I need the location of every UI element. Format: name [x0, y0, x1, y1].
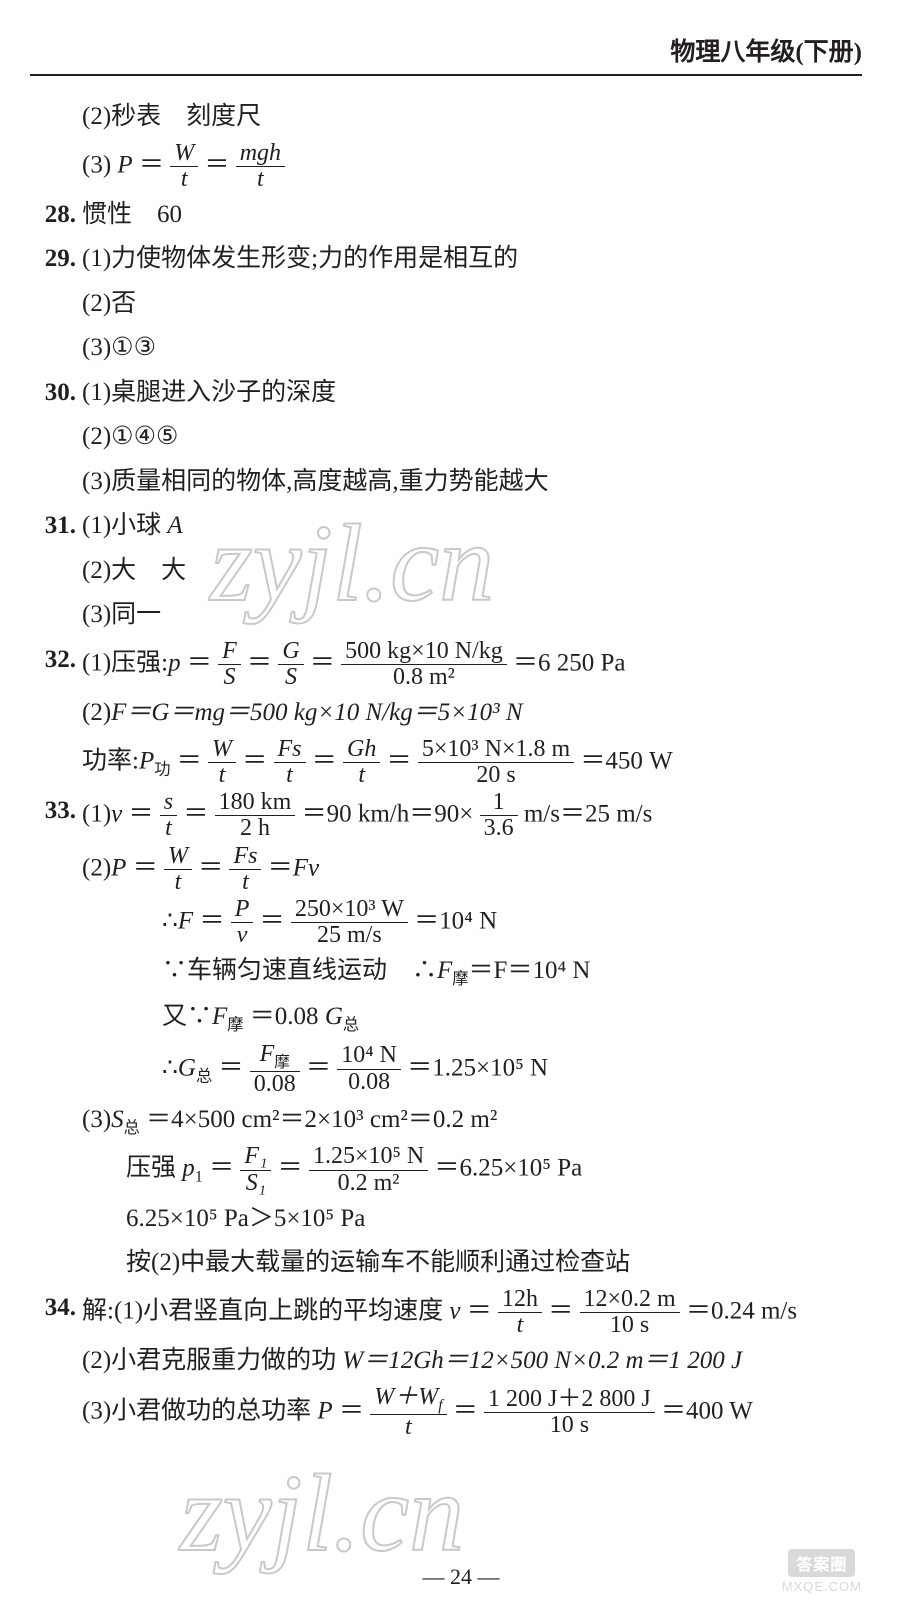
q29: 29. (1)力使物体发生形变;力的作用是相互的 (2)否 (3)①③ [30, 238, 862, 372]
header-rule [30, 74, 862, 76]
q33-l5: 又∵F摩 ＝0.08 G总 [82, 996, 862, 1040]
q33-l6: ∴G总 ＝ F摩0.08 ＝ 10⁴ N0.08 ＝1.25×10⁵ N [82, 1042, 862, 1097]
q32-l3: 功率:P功 ＝ Wt ＝ Fst ＝ Ght ＝ 5×10³ N×1.8 m20… [82, 737, 862, 788]
site-stamp: 答案圈 MXQE.COM [782, 1549, 862, 1594]
q31-number: 31. [30, 505, 82, 548]
q29-l3: (3)①③ [82, 327, 862, 370]
q29-l1: (1)力使物体发生形变;力的作用是相互的 [82, 238, 862, 281]
q27-line-2: (2)秒表 刻度尺 [82, 96, 862, 139]
q33-l8: 压强 p1 ＝ F₁S₁ ＝ 1.25×10⁵ N0.2 m² ＝6.25×10… [82, 1144, 862, 1195]
q30-l2: (2)①④⑤ [82, 416, 862, 459]
q34-l1: 解:(1)小君竖直向上跳的平均速度 v ＝ 12ht ＝ 12×0.2 m10 … [82, 1287, 862, 1338]
svg-text:zyjl.cn: zyjl.cn [178, 1452, 464, 1574]
q29-number: 29. [30, 238, 82, 281]
q29-l2: (2)否 [82, 283, 862, 326]
q30: 30. (1)桌腿进入沙子的深度 (2)①④⑤ (3)质量相同的物体,高度越高,… [30, 372, 862, 506]
q33-l2: (2)P ＝ Wt ＝ Fst ＝Fv [82, 844, 862, 895]
q27-continued: (2)秒表 刻度尺 (3) P ＝ Wt ＝ mght [30, 96, 862, 194]
q28-text: 惯性 60 [82, 194, 862, 237]
q33: 33. (1)v ＝ st ＝ 180 km2 h ＝90 km/h＝90× 1… [30, 790, 862, 1287]
q28-number: 28. [30, 194, 82, 237]
q30-l3: (3)质量相同的物体,高度越高,重力势能越大 [82, 461, 862, 504]
q34-l3: (3)小君做功的总功率 P ＝ W＋Wft ＝ 1 200 J＋2 800 J1… [82, 1385, 862, 1440]
q33-l10: 按(2)中最大载量的运输车不能顺利通过检查站 [82, 1242, 862, 1285]
q27-line-3: (3) P ＝ Wt ＝ mght [82, 141, 862, 192]
q32: 32. (1)压强:p ＝ FS ＝ GS ＝ 500 kg×10 N/kg0.… [30, 639, 862, 790]
stamp-top: 答案圈 [788, 1549, 855, 1577]
q31-l1: (1)小球 A [82, 505, 862, 548]
q34-number: 34. [30, 1287, 82, 1330]
q32-l1: (1)压强:p ＝ FS ＝ GS ＝ 500 kg×10 N/kg0.8 m²… [82, 639, 862, 690]
page-header: 物理八年级(下册) [30, 32, 862, 68]
q32-number: 32. [30, 639, 82, 682]
q33-number: 33. [30, 790, 82, 833]
q33-l3: ∴F ＝ Pv ＝ 250×10³ W25 m/s ＝10⁴ N [82, 897, 862, 948]
stamp-bottom: MXQE.COM [782, 1579, 862, 1594]
q33-l1: (1)v ＝ st ＝ 180 km2 h ＝90 km/h＝90× 13.6 … [82, 790, 862, 841]
q32-l2: (2)F＝G＝mg＝500 kg×10 N/kg＝5×10³ N [82, 692, 862, 735]
q30-l1: (1)桌腿进入沙子的深度 [82, 372, 862, 415]
q28: 28. 惯性 60 [30, 194, 862, 239]
q30-number: 30. [30, 372, 82, 415]
q33-l7: (3)S总 ＝4×500 cm²＝2×10³ cm²＝0.2 m² [82, 1099, 862, 1143]
q33-l9: 6.25×10⁵ Pa＞5×10⁵ Pa [82, 1198, 862, 1241]
q31-l2: (2)大 大 [82, 550, 862, 593]
q34-l2: (2)小君克服重力做的功 W＝12Gh＝12×500 N×0.2 m＝1 200… [82, 1340, 862, 1383]
q31: 31. (1)小球 A (2)大 大 (3)同一 [30, 505, 862, 639]
q33-l4: ∵车辆匀速直线运动 ∴F摩＝F＝10⁴ N [82, 950, 862, 994]
header-title: 物理八年级(下册) [670, 32, 862, 68]
q34: 34. 解:(1)小君竖直向上跳的平均速度 v ＝ 12ht ＝ 12×0.2 … [30, 1287, 862, 1442]
q31-l3: (3)同一 [82, 594, 862, 637]
